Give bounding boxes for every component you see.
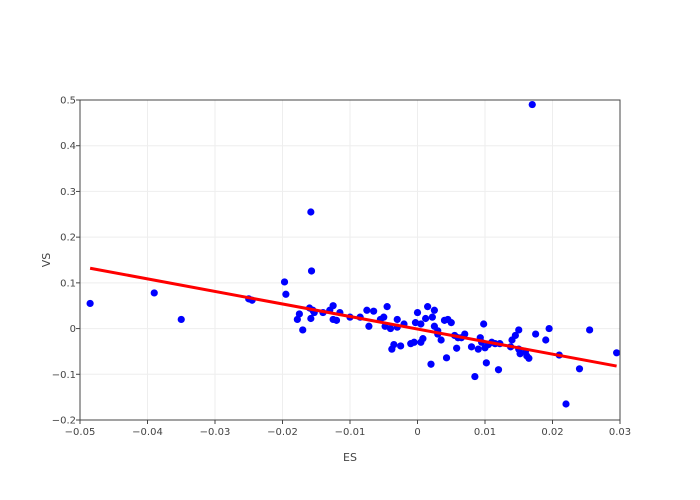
x-axis-ticks: −0.05 −0.04 −0.03 −0.02 −0.01 0 0.01 0.02 0.03 [65, 420, 631, 438]
data-point [480, 320, 488, 328]
data-point [532, 330, 540, 338]
data-point [528, 100, 536, 109]
data-point [397, 342, 405, 350]
data-point [280, 278, 289, 286]
data-point [295, 310, 303, 318]
y-tick-label: 0.1 [60, 278, 76, 289]
x-tick-label: −0.03 [200, 427, 231, 438]
x-tick-label: 0.02 [541, 427, 563, 438]
data-point [467, 343, 476, 351]
data-point [177, 315, 185, 324]
x-tick-label: −0.01 [335, 427, 366, 438]
x-tick-label: 0.03 [609, 427, 631, 438]
data-point [293, 315, 301, 324]
x-tick-label: −0.05 [65, 427, 96, 438]
y-tick-label: −0.1 [52, 370, 76, 381]
data-point [410, 338, 418, 346]
data-point [307, 208, 315, 216]
data-point [494, 366, 503, 374]
data-point [430, 306, 438, 314]
data-point [282, 290, 290, 298]
y-tick-label: 0.3 [60, 187, 76, 198]
y-tick-label: 0.4 [60, 141, 76, 152]
y-tick-label: −0.2 [52, 416, 76, 427]
data-point [370, 307, 378, 315]
data-point [461, 330, 469, 338]
data-point [562, 400, 570, 408]
y-tick-label: 0 [70, 324, 76, 335]
y-tick-label: 0.2 [60, 233, 76, 244]
x-axis-title: ES [343, 451, 357, 464]
data-point [453, 344, 461, 352]
data-point [515, 326, 523, 334]
data-point [393, 315, 401, 324]
data-point [442, 354, 451, 362]
data-point [424, 303, 432, 311]
data-point [545, 324, 553, 333]
data-point [422, 314, 430, 323]
data-point [390, 340, 398, 349]
data-point [386, 324, 395, 333]
x-tick-label: −0.04 [132, 427, 163, 438]
data-point [428, 313, 436, 321]
x-tick-label: 0 [414, 427, 420, 438]
fit-line [89, 266, 617, 368]
data-point [482, 359, 490, 367]
data-point [383, 303, 391, 311]
data-point [307, 267, 316, 275]
data-point [516, 350, 524, 358]
data-point [417, 320, 425, 328]
y-axis-title: VS [40, 253, 53, 268]
data-point [413, 308, 422, 317]
y-axis-ticks: −0.2 −0.1 0 0.1 0.2 0.3 0.4 0.5 [52, 96, 80, 427]
x-tick-label: −0.02 [267, 427, 298, 438]
y-tick-label: 0.5 [60, 96, 76, 107]
data-point [419, 335, 427, 343]
scatter-points [86, 100, 621, 408]
data-point [307, 314, 315, 323]
grid [80, 100, 620, 420]
data-point [365, 322, 373, 330]
data-point [471, 372, 479, 381]
data-point [542, 336, 550, 344]
data-point [575, 365, 584, 373]
data-point [150, 289, 158, 297]
data-point [299, 326, 307, 334]
data-point [380, 313, 388, 321]
x-tick-label: 0.01 [474, 427, 496, 438]
regression-line [89, 266, 617, 368]
data-point [613, 349, 621, 357]
data-point [525, 354, 533, 362]
data-point [332, 316, 341, 324]
data-point [437, 336, 445, 344]
data-point [86, 299, 94, 308]
data-point [511, 331, 519, 340]
data-point [427, 360, 435, 368]
data-point [411, 319, 420, 327]
data-point [447, 319, 455, 327]
data-point [363, 306, 371, 314]
data-point [474, 345, 482, 353]
data-point [329, 302, 337, 310]
data-point [586, 326, 594, 334]
